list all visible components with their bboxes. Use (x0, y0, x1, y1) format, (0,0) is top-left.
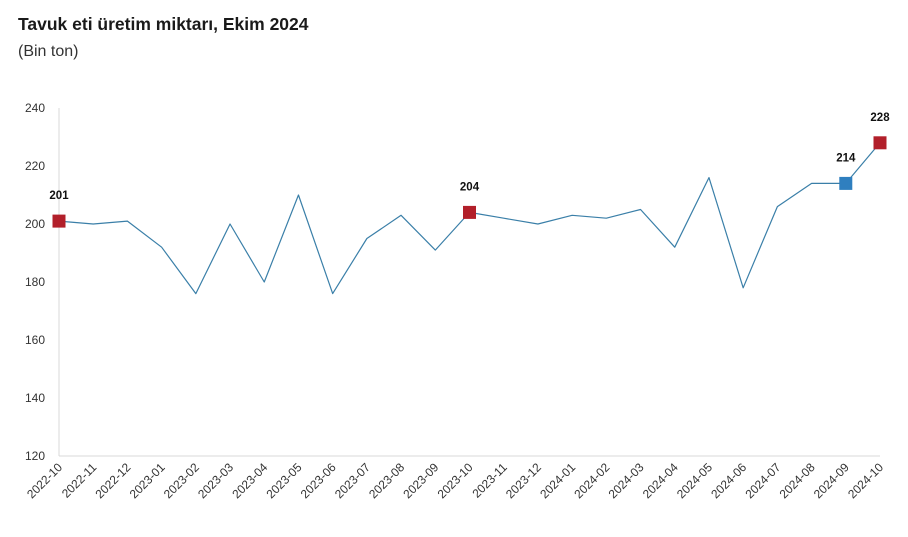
highlight-marker (873, 136, 887, 150)
x-tick-label: 2023-10 (435, 460, 476, 501)
x-tick-label: 2023-08 (366, 460, 407, 501)
y-tick-label: 120 (25, 449, 45, 463)
x-tick-label: 2023-03 (195, 460, 236, 501)
x-tick-label: 2024-06 (708, 460, 749, 501)
x-tick-label: 2023-02 (161, 460, 202, 501)
y-tick-label: 240 (25, 101, 45, 115)
data-label: 214 (836, 152, 856, 164)
x-tick-label: 2023-06 (298, 460, 339, 501)
y-tick-label: 200 (25, 217, 45, 231)
x-tick-label: 2023-04 (229, 460, 270, 501)
highlight-marker (463, 205, 476, 219)
x-tick-label: 2023-09 (400, 460, 441, 501)
data-label: 204 (460, 181, 480, 193)
y-tick-label: 140 (25, 391, 45, 405)
x-tick-label: 2022-11 (59, 460, 100, 501)
highlight-marker (839, 176, 853, 190)
x-tick-label: 2024-03 (606, 460, 647, 501)
highlight-marker (52, 214, 66, 228)
x-tick-label: 2024-09 (811, 460, 852, 501)
x-tick-label: 2023-12 (503, 460, 544, 501)
chart-title: Tavuk eti üretim miktarı, Ekim 2024 (18, 14, 309, 34)
y-tick-label: 180 (25, 275, 45, 289)
x-tick-label: 2024-08 (777, 460, 818, 501)
data-label: 201 (49, 190, 69, 202)
x-tick-label: 2024-07 (742, 460, 783, 501)
x-tick-label: 2024-02 (571, 460, 612, 501)
x-tick-label: 2022-12 (92, 460, 133, 501)
data-labels-group: 201 204 214 228 (49, 112, 890, 202)
x-tick-label: 2024-05 (674, 460, 715, 501)
data-label: 228 (870, 112, 890, 124)
x-tick-label: 2023-01 (127, 460, 168, 501)
x-tick-label: 2024-01 (537, 460, 578, 501)
x-tick-label: 2024-10 (845, 460, 886, 501)
y-tick-label: 220 (25, 159, 45, 173)
markers-group (52, 136, 887, 228)
y-tick-label: 160 (25, 333, 45, 347)
x-tick-label: 2022-10 (24, 460, 65, 501)
axes-group: 120 140 160 180 200 220 240 2022-102022-112022-… (24, 101, 886, 501)
chart-subtitle: (Bin ton) (18, 43, 79, 60)
x-tick-label: 2024-04 (640, 460, 681, 501)
x-tick-label: 2023-11 (469, 460, 510, 501)
x-tick-label: 2023-05 (264, 460, 305, 501)
x-tick-label: 2023-07 (332, 460, 373, 501)
